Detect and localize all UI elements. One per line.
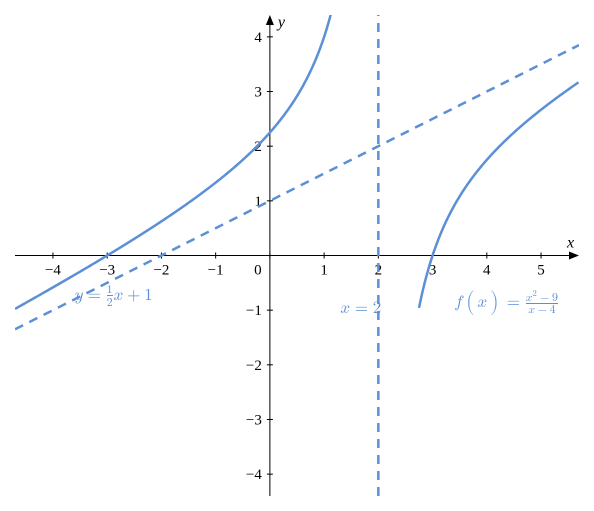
- curve-branch-0: [15, 0, 360, 309]
- x-axis-arrow: [569, 252, 579, 260]
- y-tick-label: −4: [246, 467, 262, 483]
- curve-label: f(x)=x2−9x−4: [454, 290, 594, 340]
- y-tick-label: −2: [246, 358, 262, 374]
- x-tick-label: −1: [208, 263, 224, 279]
- curve-branch-1: [419, 82, 578, 308]
- y-tick-label: 3: [254, 85, 262, 101]
- y-tick-label: −1: [246, 303, 262, 319]
- x-tick-label: 5: [537, 263, 545, 279]
- x-tick-label: −4: [45, 263, 61, 279]
- y-axis-arrow: [266, 15, 274, 25]
- chart-container: −4−3−2−1012345−4−3−2−11234xyy=12x+1x=2f(…: [0, 0, 594, 511]
- vertical-asymptote-label: x=2: [340, 298, 420, 328]
- y-tick-label: 1: [254, 194, 262, 210]
- y-axis-label: y: [276, 14, 286, 31]
- function-plot: −4−3−2−1012345−4−3−2−11234xyy=12x+1x=2f(…: [0, 0, 594, 511]
- oblique-asymptote-label: y=12x+1: [75, 285, 215, 335]
- y-tick-label: −3: [246, 412, 262, 428]
- x-tick-label: 4: [483, 263, 491, 279]
- x-tick-label: 0: [254, 263, 262, 279]
- x-axis-label: x: [566, 235, 574, 252]
- x-tick-label: 1: [320, 263, 328, 279]
- x-tick-label: −2: [153, 263, 169, 279]
- x-tick-label: −3: [99, 263, 115, 279]
- y-tick-label: 4: [254, 30, 262, 46]
